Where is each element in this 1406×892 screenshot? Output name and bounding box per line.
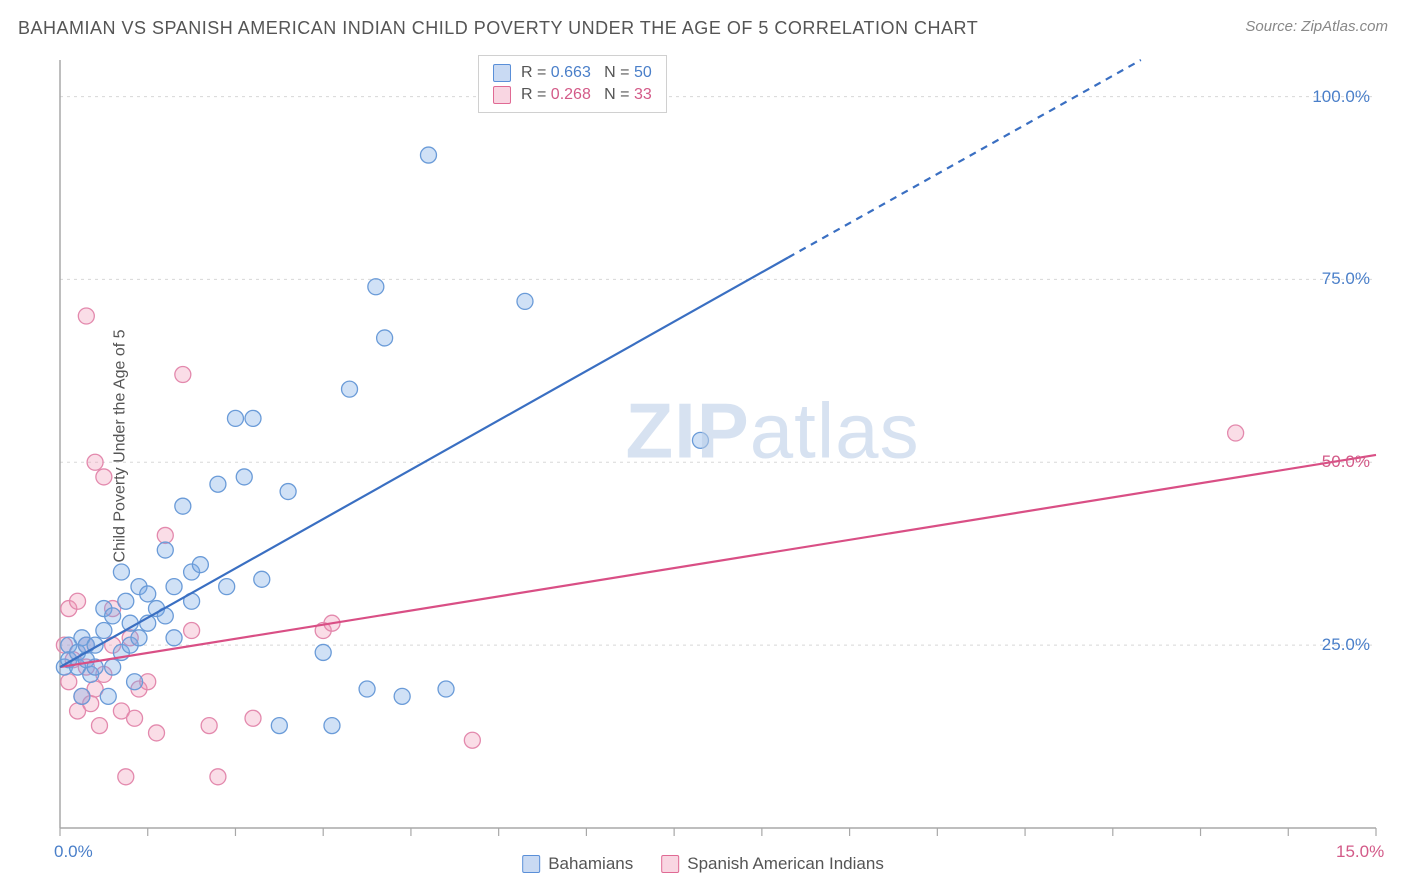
correlation-stats-box: R = 0.663 N = 50R = 0.268 N = 33 (478, 55, 667, 113)
x-tick-label: 15.0% (1336, 842, 1384, 862)
blue-swatch-icon (493, 64, 511, 82)
legend-item: Spanish American Indians (661, 854, 884, 874)
source-attribution: Source: ZipAtlas.com (1245, 18, 1388, 35)
blue-swatch-icon (522, 855, 540, 873)
stats-row: R = 0.663 N = 50 (493, 62, 652, 84)
chart-title: BAHAMIAN VS SPANISH AMERICAN INDIAN CHIL… (18, 18, 978, 39)
pink-swatch-icon (661, 855, 679, 873)
y-tick-label: 100.0% (1312, 87, 1370, 107)
x-tick-label: 0.0% (54, 842, 93, 862)
y-tick-label: 50.0% (1322, 452, 1370, 472)
legend-label: Bahamians (548, 854, 633, 874)
legend-item: Bahamians (522, 854, 633, 874)
legend: Bahamians Spanish American Indians (522, 854, 884, 874)
y-tick-label: 75.0% (1322, 269, 1370, 289)
scatter-plot-svg (50, 52, 1388, 842)
y-tick-label: 25.0% (1322, 635, 1370, 655)
stats-row: R = 0.268 N = 33 (493, 84, 652, 106)
legend-label: Spanish American Indians (687, 854, 884, 874)
chart-plot-area: ZIPatlas 0.0%15.0%25.0%50.0%75.0%100.0% (50, 52, 1388, 842)
pink-swatch-icon (493, 86, 511, 104)
